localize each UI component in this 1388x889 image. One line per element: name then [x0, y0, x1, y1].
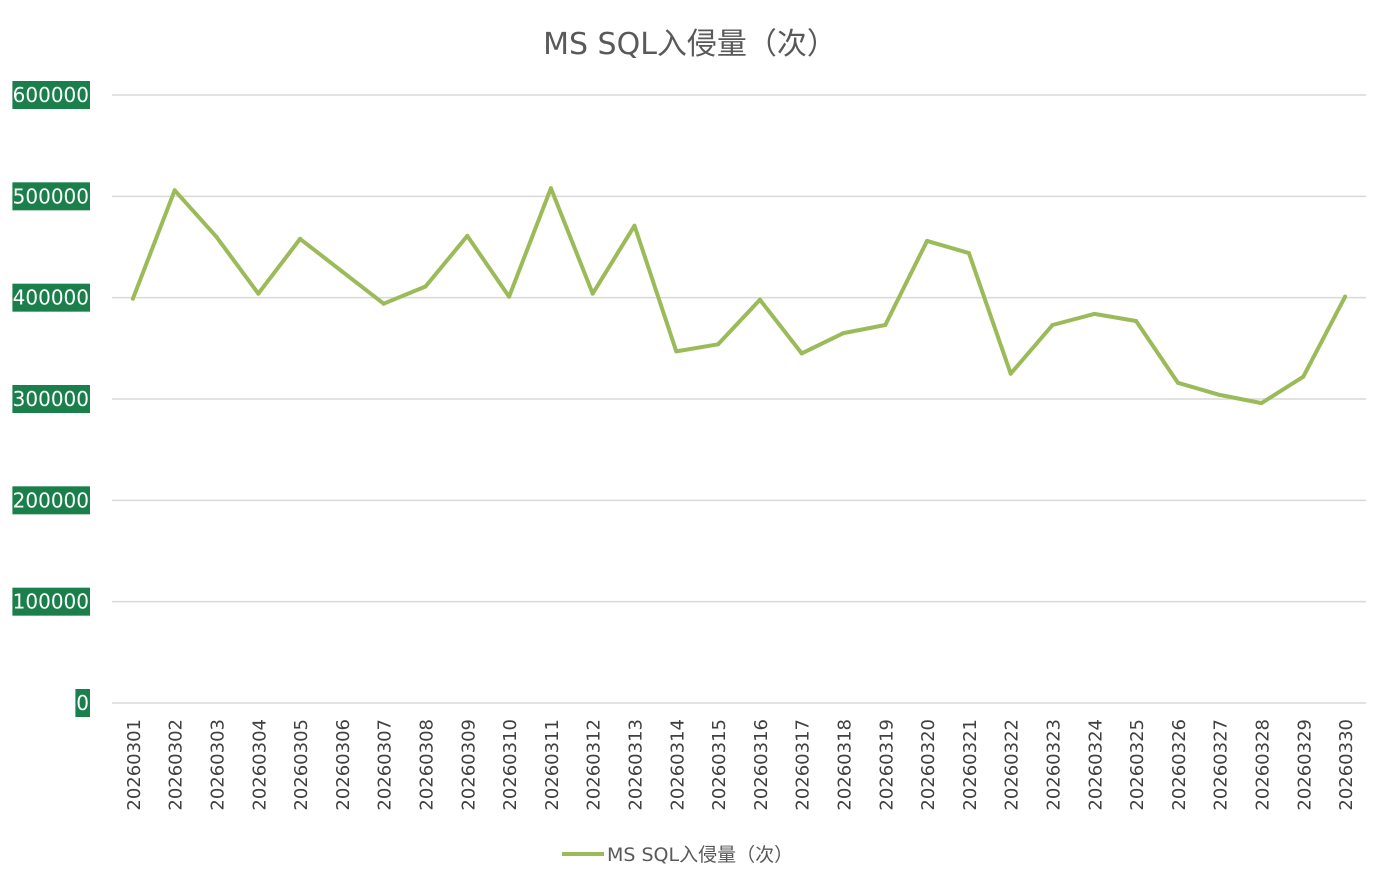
gridlines — [112, 94, 1366, 704]
x-tick-label: 20260303 — [208, 719, 229, 811]
data-point — [1343, 294, 1348, 299]
data-point — [1175, 380, 1180, 385]
x-tick-label: 20260313 — [626, 719, 647, 811]
y-tick-label-bg — [12, 182, 90, 211]
x-tick-label: 20260323 — [1044, 719, 1065, 811]
data-point — [590, 291, 595, 296]
x-tick-label: 20260305 — [291, 719, 312, 811]
x-tick-label: 20260321 — [960, 719, 981, 811]
data-point — [1259, 401, 1264, 406]
data-point — [757, 297, 762, 302]
x-tick-label: 20260322 — [1002, 719, 1023, 811]
x-tick-label: 20260318 — [835, 719, 856, 811]
y-tick-label-bg — [12, 486, 90, 515]
data-point — [883, 323, 888, 328]
data-point — [339, 269, 344, 274]
x-tick-label: 20260306 — [333, 719, 354, 811]
x-tick-label: 20260312 — [584, 719, 605, 811]
data-point — [423, 284, 428, 289]
data-point — [130, 296, 135, 301]
data-point — [1134, 318, 1139, 323]
data-point — [1008, 371, 1013, 376]
data-point — [674, 349, 679, 354]
y-axis: 0 100000 200000 300000 400000 500000 600000 — [12, 81, 90, 717]
x-tick-label: 20260327 — [1211, 719, 1232, 811]
data-point — [172, 188, 177, 193]
data-point — [632, 223, 637, 228]
data-point — [548, 186, 553, 191]
data-point — [298, 236, 303, 241]
data-point — [1092, 311, 1097, 316]
x-tick-label: 20260307 — [375, 719, 396, 811]
data-point — [1301, 374, 1306, 379]
y-tick-label: 100000 — [13, 590, 89, 614]
x-tick-label: 20260320 — [918, 719, 939, 811]
data-point — [841, 331, 846, 336]
y-tick-label: 0 — [76, 691, 89, 715]
x-tick-label: 20260309 — [458, 719, 479, 811]
y-tick-label-bg — [12, 81, 90, 109]
data-point — [214, 234, 219, 239]
x-tick-label: 20260319 — [876, 719, 897, 811]
y-tick-label-bg — [75, 689, 90, 717]
x-tick-label: 20260326 — [1169, 719, 1190, 811]
x-axis: 20260301 20260302 20260303 20260304 20260305… — [124, 719, 1357, 811]
y-tick-label: 300000 — [13, 387, 89, 411]
data-point — [1050, 323, 1055, 328]
x-tick-label: 20260328 — [1253, 719, 1274, 811]
x-tick-label: 20260315 — [709, 719, 730, 811]
y-tick-label: 600000 — [13, 83, 89, 107]
x-tick-label: 20260316 — [751, 719, 772, 811]
x-tick-label: 20260325 — [1127, 719, 1148, 811]
data-point — [256, 291, 261, 296]
data-point — [465, 233, 470, 238]
data-point — [925, 238, 930, 243]
legend: MS SQL入侵量（次） — [562, 844, 793, 866]
data-point — [799, 351, 804, 356]
y-tick-label: 400000 — [13, 286, 89, 310]
x-tick-label: 20260329 — [1294, 719, 1315, 811]
x-tick-label: 20260308 — [417, 719, 438, 811]
y-tick-label-bg — [12, 587, 90, 616]
data-point — [716, 342, 721, 347]
data-point — [381, 301, 386, 306]
x-tick-label: 20260314 — [667, 719, 688, 811]
y-tick-label: 500000 — [13, 184, 89, 208]
x-tick-label: 20260330 — [1336, 719, 1357, 811]
y-tick-label-bg — [12, 283, 90, 312]
x-tick-label: 20260311 — [542, 719, 563, 811]
data-point — [1217, 392, 1222, 397]
x-tick-label: 20260301 — [124, 719, 145, 811]
series-line — [130, 186, 1348, 406]
y-tick-label-bg — [12, 385, 90, 413]
x-tick-label: 20260302 — [166, 719, 187, 811]
x-tick-label: 20260304 — [249, 719, 270, 811]
series-group — [130, 186, 1348, 406]
x-tick-label: 20260310 — [500, 719, 521, 811]
y-tick-label: 200000 — [13, 488, 89, 512]
legend-label: MS SQL入侵量（次） — [607, 844, 793, 866]
x-tick-label: 20260317 — [793, 719, 814, 811]
x-tick-label: 20260324 — [1085, 719, 1106, 811]
data-point — [966, 251, 971, 256]
chart-title: MS SQL入侵量（次） — [543, 27, 837, 62]
data-point — [507, 294, 512, 299]
